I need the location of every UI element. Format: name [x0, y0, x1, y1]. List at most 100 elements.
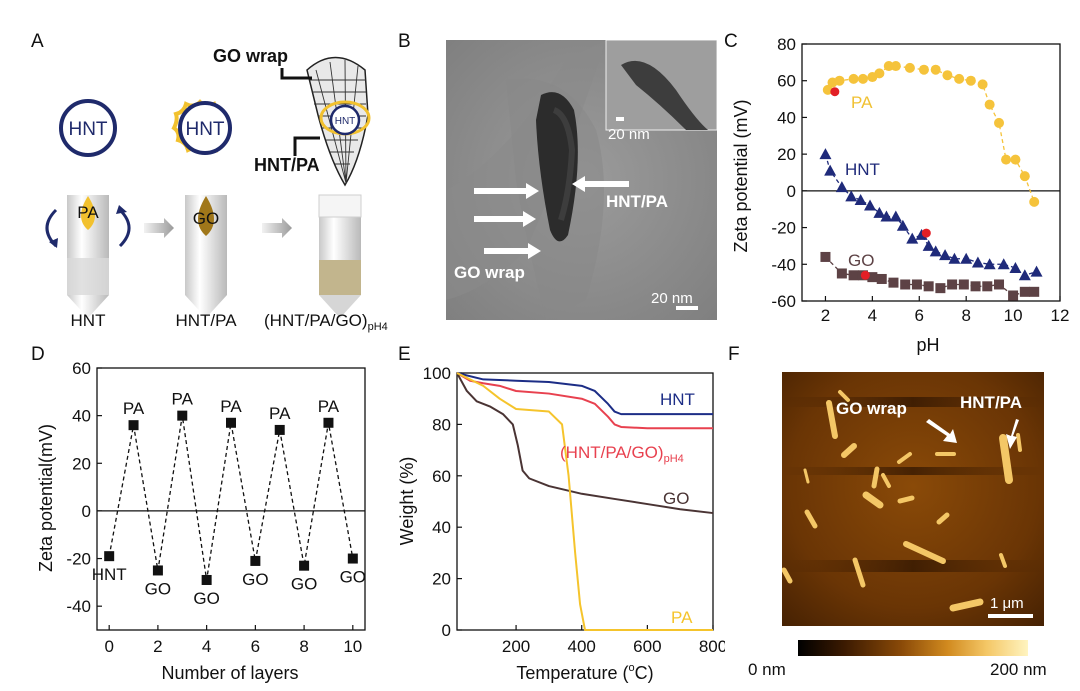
c-xtick-label: 12: [1051, 306, 1070, 325]
c-point-go: [888, 277, 899, 288]
tube-pa-label: PA: [77, 203, 99, 222]
c-point-go: [935, 283, 946, 294]
d-point-label: HNT: [92, 565, 127, 584]
d-point: [250, 555, 261, 566]
c-point-pa: [904, 62, 915, 73]
c-point-hnt: [1030, 265, 1043, 277]
c-series-line-pa: [827, 65, 1035, 203]
c-point-hnt: [896, 219, 909, 231]
d-point: [177, 410, 188, 421]
e-xtick-label: 200: [502, 637, 530, 656]
e-series-line: [456, 372, 713, 430]
d-xtick-label: 4: [202, 637, 211, 656]
c-label-pa: PA: [851, 93, 873, 112]
c-point-go: [867, 272, 878, 283]
afm-scale-label: 1 μm: [990, 595, 1024, 612]
colorbar-min-label: 0 nm: [748, 660, 786, 679]
d-ytick-label: -20: [66, 550, 91, 569]
e-label-pa: PA: [671, 608, 693, 627]
c-point-go: [923, 281, 934, 292]
c-point-go: [1008, 290, 1019, 301]
c-point-hnt: [889, 210, 902, 222]
panel-label-a: A: [31, 31, 44, 52]
e-series-line: [456, 372, 713, 631]
c-point-pa: [883, 61, 894, 72]
main-scale-label: 20 nm: [651, 290, 693, 307]
e-xtick-label: 400: [568, 637, 596, 656]
d-point: [299, 560, 310, 571]
c-ytick-label: 0: [787, 182, 796, 201]
tube-hnt: PA: [45, 195, 131, 318]
d-ytick-label: -40: [66, 597, 91, 616]
d-point: [323, 417, 334, 428]
d-ytick-label: 0: [82, 502, 91, 521]
c-point-pa: [890, 61, 901, 72]
c-label-hnt: HNT: [845, 160, 880, 179]
c-point-pa: [1001, 154, 1012, 165]
c-ytick-label: -20: [771, 219, 796, 238]
c-point-go: [848, 270, 859, 281]
e-label-mix: (HNT/PA/GO)pH4: [560, 443, 684, 465]
c-point-pa: [965, 75, 976, 86]
d-xtick-label: 10: [343, 637, 362, 656]
c-point-hnt: [845, 190, 858, 202]
panel-label-f: F: [728, 344, 740, 365]
c-point-pa: [874, 68, 885, 79]
c-point-pa: [954, 73, 965, 84]
c-point-pa: [834, 75, 845, 86]
c-point-hnt: [997, 258, 1010, 270]
c-point-go: [820, 251, 831, 262]
d-xlabel: Number of layers: [161, 663, 298, 683]
d-series-line: [108, 415, 354, 581]
d-point: [104, 551, 115, 562]
hnt-circle: HNT: [59, 99, 117, 157]
c-highlight-point: [860, 270, 870, 280]
e-ytick-label: 0: [442, 621, 451, 640]
e-label-go: GO: [663, 489, 689, 508]
panel-a-schematic: HNT HNT HNT GO wrap HNT/PA PA GO: [45, 46, 388, 333]
c-point-hnt: [835, 181, 848, 193]
c-point-pa: [1010, 154, 1021, 165]
e-label-hnt: HNT: [660, 390, 695, 409]
d-xtick-label: 0: [104, 637, 113, 656]
c-point-pa: [942, 70, 953, 81]
c-point-go: [994, 279, 1005, 290]
panel-d-layers-chart: 0 2 4 6 8 10 -40 -20 0 20 40 60 HNT PA GO PA GO PA GO PA GO…: [36, 359, 366, 683]
hnt-pa-label: HNT/PA: [254, 155, 320, 175]
c-point-go: [982, 281, 993, 292]
e-series-line: [456, 372, 713, 416]
panel-c-zeta-ph-chart: 2 4 6 8 10 12 -60 -40 -20 0 20 40 60 80 Zeta potentia…: [731, 35, 1070, 355]
c-point-go: [958, 279, 969, 290]
caption-hnt-pa-go: (HNT/PA/GO)pH4: [264, 311, 388, 333]
c-point-go: [911, 279, 922, 290]
hnt-pa-circle: HNT: [171, 99, 232, 155]
c-ytick-label: 60: [777, 72, 796, 91]
c-point-hnt: [960, 252, 973, 264]
c-point-hnt: [929, 245, 942, 257]
d-point: [128, 420, 139, 431]
c-point-pa: [1029, 196, 1040, 207]
c-point-hnt: [948, 252, 961, 264]
c-point-hnt: [971, 256, 984, 268]
d-point: [274, 424, 285, 435]
panel-label-c: C: [724, 31, 738, 52]
afm-hnt-pa-label: HNT/PA: [960, 393, 1022, 412]
d-point-label: GO: [340, 568, 366, 587]
d-point-label: PA: [123, 399, 145, 418]
d-point-label: PA: [318, 397, 340, 416]
e-xtick-label: 800: [699, 637, 725, 656]
d-point-label: PA: [269, 404, 291, 423]
c-highlight-point: [921, 228, 931, 238]
d-point-label: PA: [220, 397, 242, 416]
e-ytick-label: 40: [432, 518, 451, 537]
c-xlabel: pH: [916, 335, 939, 355]
d-point-label: PA: [172, 390, 194, 409]
c-ytick-label: 80: [777, 35, 796, 54]
panel-label-e: E: [398, 344, 411, 365]
caption-hnt: HNT: [71, 311, 106, 330]
d-ytick-label: 60: [72, 359, 91, 378]
e-ylabel: Weight (%): [397, 457, 417, 546]
c-point-hnt: [854, 194, 867, 206]
c-point-pa: [994, 117, 1005, 128]
e-ytick-label: 100: [423, 364, 451, 383]
